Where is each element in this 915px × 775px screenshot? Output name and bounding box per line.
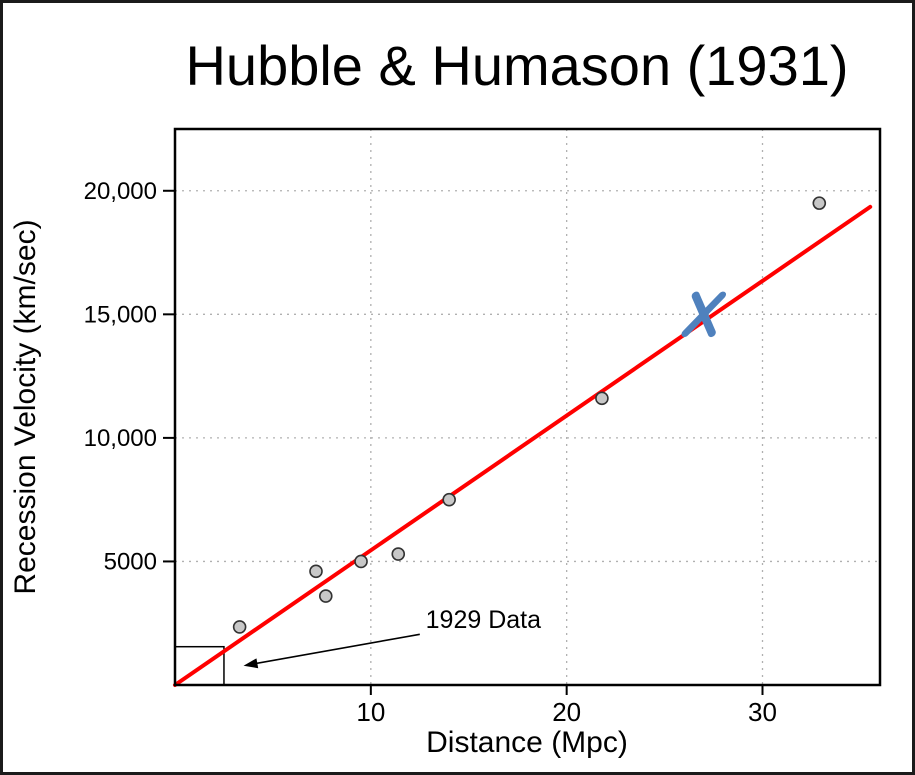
- y-tick-label: 5000: [104, 548, 157, 575]
- hubble-chart: Hubble & Humason (1931) 10 20 30 5000 10,000…: [9, 34, 882, 759]
- data-point: [232, 620, 247, 634]
- gridlines: [175, 129, 880, 685]
- data-point: [318, 589, 333, 603]
- y-tick-label: 15,000: [84, 301, 157, 328]
- data-point: [595, 391, 609, 406]
- annotation-arrow-shaft: [253, 633, 420, 665]
- annotation-arrow-layer: [243, 633, 420, 669]
- annotation-1929-data: 1929 Data: [426, 606, 541, 634]
- x-axis-label: Distance (Mpc): [426, 726, 628, 759]
- x-tick-label: 10: [356, 697, 385, 727]
- data-point: [309, 564, 323, 579]
- x-tick-label: 20: [552, 697, 581, 727]
- trend-line: [173, 204, 873, 687]
- chart-title: Hubble & Humason (1931): [185, 34, 848, 97]
- plot-border: [173, 127, 882, 687]
- trend-line-layer: [173, 204, 873, 687]
- y-tick-label: 10,000: [84, 425, 157, 452]
- data-point: [391, 547, 406, 561]
- data-points: [232, 196, 827, 634]
- x-marker-stroke: [681, 291, 727, 338]
- y-tick-label: 20,000: [84, 178, 157, 205]
- data-point: [812, 196, 827, 210]
- data-point: [354, 554, 368, 569]
- data-point: [442, 492, 456, 507]
- x-marker: [681, 291, 727, 338]
- y-axis-label: Recession Velocity (km/sec): [9, 219, 42, 594]
- x-marker-layer: [681, 291, 727, 338]
- x-tick-label: 30: [748, 697, 777, 727]
- axis-ticks: 10 20 30 5000 10,000 15,000 20,000: [84, 178, 777, 727]
- annotation-arrowhead: [243, 658, 259, 669]
